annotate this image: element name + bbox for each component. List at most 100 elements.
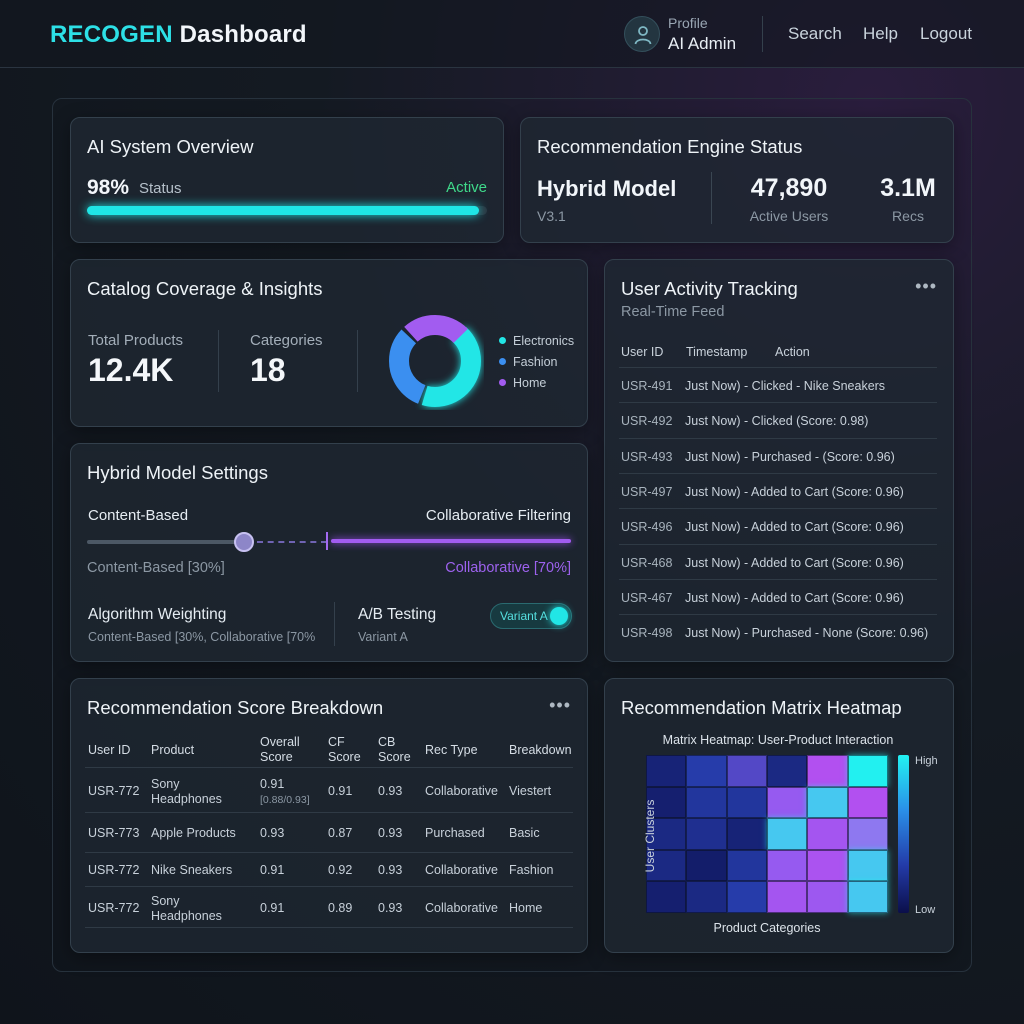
cell-rec-type: Collaborative (425, 901, 498, 915)
table-row[interactable]: USR-772 Sony Headphones 0.91 [0.88/0.93] 0.9… (85, 767, 573, 812)
overview-progress-bar (87, 206, 487, 215)
overview-status-label: Status (139, 180, 182, 197)
activity-row[interactable]: USR-491 Just Now) - Clicked - Nike Sneake… (619, 367, 937, 402)
overview-state: Active (446, 179, 487, 196)
heatmap-cell (847, 818, 888, 850)
activity-event: Just Now) - Purchased - None (Score: 0.9… (685, 626, 929, 641)
legend-dot-fashion (499, 358, 506, 365)
collaborative-percent: Collaborative [70%] (445, 560, 571, 576)
legend-label-home: Home (513, 376, 547, 390)
cell-breakdown: Fashion (509, 863, 554, 877)
activity-event: Just Now) - Added to Cart (Score: 0.96) (685, 484, 904, 499)
heatmap-high-label: High (915, 755, 938, 767)
heatmap-cell (686, 786, 727, 819)
variant-toggle-label: Variant A (500, 609, 548, 623)
cell-cb-score: 0.93 (378, 863, 403, 877)
weight-slider-tick (326, 532, 328, 550)
heatmap-cell (847, 755, 888, 787)
heatmap-cell (726, 818, 767, 850)
active-users-value: 47,890 (750, 174, 828, 202)
col-product: Product (151, 743, 195, 757)
header-divider (762, 16, 763, 52)
cell-overall-score: 0.91 (260, 863, 285, 877)
activity-user-id: USR-492 (621, 414, 673, 429)
nav-help[interactable]: Help (863, 24, 898, 43)
activity-row[interactable]: USR-492 Just Now) - Clicked (Score: 0.98) (619, 402, 937, 437)
heatmap-cell (726, 849, 767, 882)
catalog-title: Catalog Coverage & Insights (87, 278, 323, 299)
catalog-divider (218, 330, 219, 392)
activity-user-id: USR-497 (621, 484, 673, 499)
heatmap-cell (807, 881, 848, 913)
recs-value: 3.1M (880, 174, 936, 202)
activity-row[interactable]: USR-496 Just Now) - Added to Cart (Score:… (619, 508, 937, 543)
algorithm-weighting-title: Algorithm Weighting (88, 606, 227, 623)
activity-more-menu[interactable]: ••• (915, 276, 937, 296)
heatmap-color-scale (898, 755, 909, 913)
heatmap-cell (646, 849, 687, 882)
nav-search[interactable]: Search (788, 24, 842, 43)
cell-breakdown: Basic (509, 826, 540, 840)
hybrid-settings-card: Hybrid Model Settings Content-Based Coll… (70, 443, 588, 662)
activity-row[interactable]: USR-498 Just Now) - Purchased - None (Sco… (619, 614, 937, 649)
table-row[interactable]: USR-773 Apple Products 0.93 0.87 0.93 Purchas… (85, 812, 573, 852)
activity-user-id: USR-468 (621, 555, 673, 570)
table-row[interactable]: USR-772 Sony Headphones 0.91 0.89 0.93 Collab… (85, 886, 573, 927)
overview-card: AI System Overview 98% Status Active (70, 117, 504, 243)
activity-row[interactable]: USR-493 Just Now) - Purchased - (Score: 0… (619, 437, 937, 473)
cell-rec-type: Collaborative (425, 863, 498, 877)
ab-testing-title: A/B Testing (358, 606, 437, 623)
activity-title: User Activity Tracking (621, 278, 798, 299)
cell-product: Sony Headphones (151, 777, 222, 806)
brand-accent: RECOGEN (50, 21, 173, 48)
variant-toggle[interactable]: Variant A (490, 603, 572, 629)
category-donut-chart (389, 315, 481, 407)
col-cf-score: CF Score (328, 735, 361, 764)
cell-user-id: USR-772 (88, 901, 140, 915)
heatmap-cell (807, 786, 848, 819)
activity-event: Just Now) - Clicked (Score: 0.98) (685, 414, 869, 429)
avatar (624, 16, 660, 52)
activity-header-timestamp: Timestamp (686, 345, 748, 359)
heatmap-cell (726, 881, 767, 913)
activity-event: Just Now) - Clicked - Nike Sneakers (685, 379, 886, 393)
cell-cf-score: 0.91 (328, 784, 353, 798)
activity-row[interactable]: USR-468 Just Now) - Added to Cart (Score:… (619, 543, 937, 579)
donut-slice-home (389, 315, 481, 407)
table-row[interactable]: USR-772 Nike Sneakers 0.91 0.92 0.93 Collabor… (85, 852, 573, 886)
cell-cb-score: 0.93 (378, 784, 403, 798)
algorithm-weighting-desc: Content-Based [30%, Collaborative [70% (88, 630, 316, 644)
activity-user-id: USR-493 (621, 449, 673, 464)
cell-user-id: USR-773 (88, 826, 140, 840)
ab-testing-desc: Variant A (358, 630, 408, 644)
col-rec-type: Rec Type (425, 743, 478, 757)
engine-card: Recommendation Engine Status Hybrid Mode… (520, 117, 954, 243)
top-bar: RECOGEN Dashboard Profile AI Admin Searc… (0, 0, 1024, 68)
dashboard-frame (52, 98, 972, 972)
col-user-id: User ID (88, 743, 131, 757)
activity-row[interactable]: USR-467 Just Now) - Added to Cart (Score:… (619, 578, 937, 614)
profile-menu[interactable]: Profile AI Admin (624, 14, 764, 54)
heatmap-x-label: Product Categories (713, 921, 821, 935)
activity-user-id: USR-496 (621, 520, 673, 535)
weight-slider-handle[interactable] (234, 532, 254, 552)
score-breakdown-card: Recommendation Score Breakdown ••• User … (70, 678, 588, 953)
col-overall-score: Overall Score (260, 735, 300, 764)
activity-row[interactable]: USR-497 Just Now) - Added to Cart (Score:… (619, 472, 937, 508)
activity-card: User Activity Tracking ••• Real-Time Fee… (604, 259, 954, 662)
cell-overall-range: [0.88/0.93] (260, 794, 310, 806)
heatmap-cell (767, 849, 808, 882)
activity-header-action: Action (775, 345, 810, 359)
activity-user-id: USR-498 (621, 626, 673, 641)
weight-slider-dashed (257, 541, 327, 543)
heatmap-cell (686, 818, 727, 850)
activity-event: Just Now) - Purchased - (Score: 0.96) (685, 449, 895, 464)
heatmap-cell (767, 818, 808, 850)
legend-home: Home (499, 376, 546, 390)
categories-label: Categories (250, 332, 323, 349)
nav-logout[interactable]: Logout (920, 24, 972, 43)
activity-header-user: User ID (621, 345, 664, 359)
score-more-menu[interactable]: ••• (549, 695, 571, 715)
legend-fashion: Fashion (499, 355, 557, 369)
heatmap-cell (646, 818, 687, 850)
